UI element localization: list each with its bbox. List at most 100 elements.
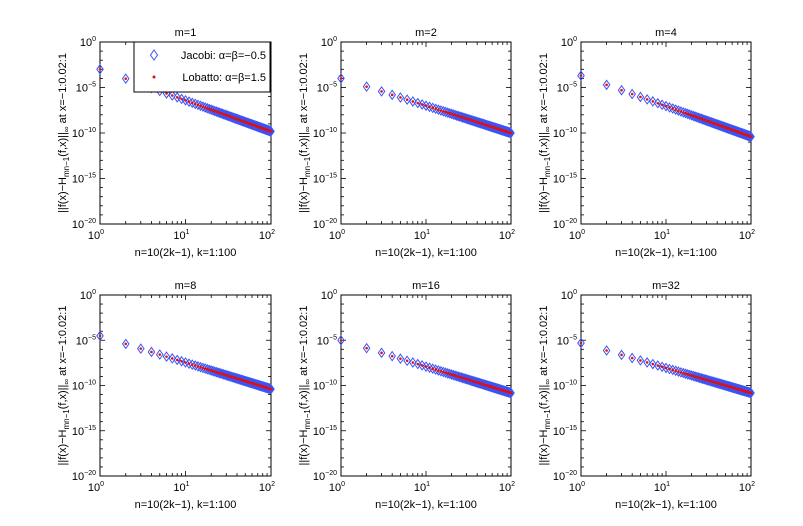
y-axis-label: ||f(x)−Hmn−1(f,x)||∞ at x=−1:0.02:1 (57, 53, 71, 213)
x-tick-label: 102 (739, 481, 755, 494)
x-axis-label: n=10(2k−1), k=1:100 (135, 247, 237, 259)
x-tick-label: 101 (654, 481, 670, 494)
y-tick-label: 10−15 (72, 425, 96, 438)
y-tick-label: 10−10 (313, 380, 337, 393)
jacobi-point (617, 84, 626, 96)
lobatto-point (339, 77, 343, 80)
y-axis-label: ||f(x)−Hmn−1(f,x)||∞ at x=−1:0.02:1 (298, 306, 312, 466)
lobatto-point (416, 101, 420, 105)
x-tick-label: 101 (654, 229, 670, 242)
legend-marker-lobatto (152, 75, 156, 79)
lobatto-point (416, 362, 420, 366)
lobatto-point (339, 338, 343, 342)
x-tick-label: 101 (173, 481, 189, 494)
x-axis-label: n=10(2k−1), k=1:100 (615, 247, 717, 259)
lobatto-point (203, 106, 207, 109)
lobatto-point (199, 104, 202, 108)
x-axis-label: n=10(2k−1), k=1:100 (135, 499, 237, 511)
jacobi-point (396, 353, 405, 365)
jacobi-point (636, 91, 645, 103)
lobatto-point (579, 74, 583, 77)
lobatto-point (605, 83, 608, 87)
jacobi-point (409, 357, 417, 368)
lobatto-point (380, 351, 383, 355)
x-tick-label: 102 (739, 229, 755, 242)
x-axis-label: n=10(2k−1), k=1:100 (375, 499, 477, 511)
lobatto-point (206, 106, 209, 110)
lobatto-point (411, 100, 415, 103)
x-tick-label: 100 (569, 229, 585, 242)
lobatto-point (664, 366, 668, 370)
lobatto-point (679, 371, 683, 374)
jacobi-point (168, 90, 177, 101)
lobatto-point (444, 110, 447, 114)
lobatto-point (184, 99, 187, 102)
y-tick-label: 100 (321, 36, 337, 49)
jacobi-point (173, 354, 182, 366)
lobatto-point (124, 77, 128, 80)
series-lobatto (579, 341, 753, 395)
panel-1: 100 101 102 100 10−5 10−10 10−15 10−20 m=1 n=10(2… (57, 27, 275, 259)
series-lobatto (339, 77, 513, 135)
lobatto-point (187, 362, 191, 365)
y-tick-label: 100 (80, 289, 96, 302)
y-tick-label: 10−15 (72, 173, 96, 186)
lobatto-point (206, 368, 209, 371)
x-tick-label: 102 (499, 229, 515, 242)
y-axis-label: ||f(x)−Hmn−1(f,x)||∞ at x=−1:0.02:1 (538, 53, 552, 213)
lobatto-point (196, 103, 200, 107)
x-tick-label: 102 (259, 481, 275, 494)
lobatto-point (405, 359, 409, 363)
lobatto-point (677, 109, 680, 112)
lobatto-point (437, 369, 440, 372)
lobatto-point (684, 372, 687, 376)
lobatto-point (201, 366, 205, 370)
jacobi-point (577, 70, 585, 82)
lobatto-point (175, 96, 179, 99)
lobatto-point (645, 98, 649, 101)
jacobi-point (413, 97, 422, 109)
y-tick-label: 10−10 (72, 127, 96, 140)
x-tick-label: 100 (569, 481, 585, 494)
lobatto-point (201, 105, 205, 108)
x-tick-label: 100 (329, 229, 345, 242)
lobatto-point (645, 361, 649, 364)
lobatto-point (399, 96, 402, 99)
jacobi-point (636, 355, 645, 366)
x-tick-label: 101 (173, 229, 189, 242)
lobatto-point (431, 367, 435, 370)
jacobi-point (396, 92, 405, 103)
lobatto-point (203, 367, 207, 370)
jacobi-point (643, 357, 651, 368)
lobatto-point (605, 349, 608, 352)
axes-box (340, 41, 512, 225)
lobatto-point (639, 359, 642, 362)
lobatto-point (190, 363, 194, 366)
series-lobatto (98, 68, 273, 133)
jacobi-point (602, 345, 611, 356)
jacobi-point (577, 337, 585, 349)
panel-title: m=2 (415, 27, 437, 39)
jacobi-point (388, 89, 396, 101)
lobatto-point (656, 101, 660, 105)
lobatto-point (668, 367, 671, 371)
lobatto-point (124, 342, 128, 346)
panel-title: m=1 (175, 27, 197, 39)
panel-title: m=16 (412, 280, 440, 292)
lobatto-point (686, 112, 689, 116)
lobatto-point (664, 104, 668, 108)
y-axis-label: ||f(x)−Hmn−1(f,x)||∞ at x=−1:0.02:1 (57, 306, 71, 466)
y-tick-label: 10−10 (553, 127, 577, 140)
lobatto-point (390, 93, 394, 97)
lobatto-point (269, 387, 273, 391)
jacobi-point (653, 97, 662, 109)
jacobi-point (653, 360, 662, 371)
jacobi-point (602, 79, 611, 91)
x-tick-label: 102 (259, 229, 275, 242)
axes-box (99, 294, 272, 477)
jacobi-point (121, 338, 130, 350)
jacobi-point (643, 94, 651, 105)
lobatto-point (671, 107, 675, 110)
lobatto-point (620, 88, 623, 92)
legend-marker-jacobi (149, 49, 159, 61)
